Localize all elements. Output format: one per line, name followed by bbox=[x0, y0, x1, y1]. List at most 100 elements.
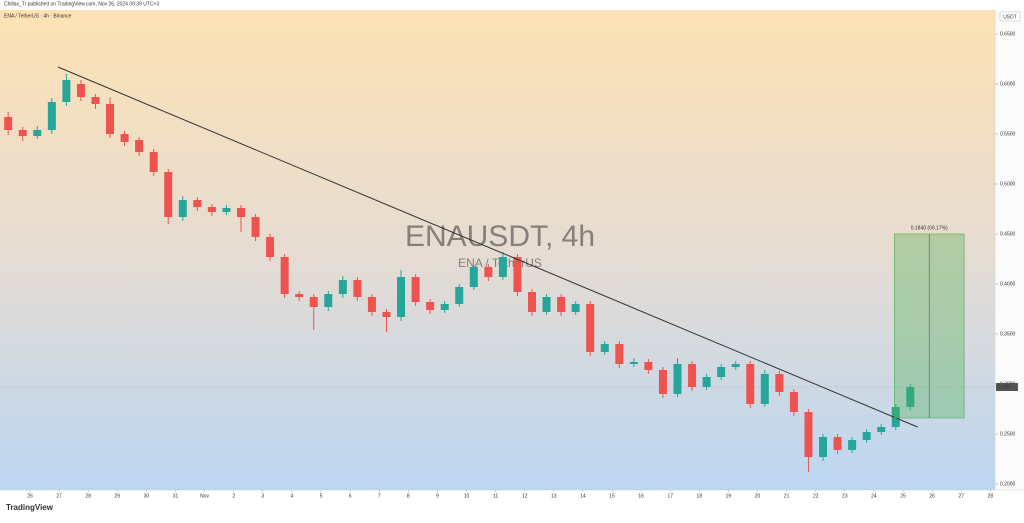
x-tick-label: 23 bbox=[842, 493, 848, 499]
y-tick-label: 0.4000 bbox=[1000, 281, 1016, 287]
y-tick-label: 0.4500 bbox=[1000, 231, 1016, 237]
candle-body bbox=[833, 437, 842, 450]
candle-body bbox=[527, 292, 537, 312]
x-tick-label: 16 bbox=[638, 493, 644, 499]
currency-box bbox=[999, 11, 1021, 22]
candle-body bbox=[280, 257, 289, 294]
candle-body bbox=[891, 407, 900, 427]
x-tick-label: 15 bbox=[609, 493, 615, 499]
y-tick-label: 0.2500 bbox=[1000, 431, 1016, 437]
candle-body bbox=[295, 294, 304, 297]
x-tick-label: 25 bbox=[900, 493, 906, 499]
x-tick-label: 27 bbox=[56, 493, 62, 499]
x-tick-label: 22 bbox=[813, 493, 819, 499]
trendline bbox=[57, 66, 918, 428]
y-tick-label: 0.5500 bbox=[1000, 131, 1016, 137]
candle-body bbox=[513, 257, 522, 292]
x-tick-label: 5 bbox=[320, 493, 323, 499]
candle-body bbox=[615, 344, 624, 364]
candle-body bbox=[397, 277, 406, 317]
candle-body bbox=[688, 364, 697, 387]
candle-body bbox=[33, 130, 42, 136]
x-tick-label: 10 bbox=[464, 493, 470, 499]
candle-body bbox=[571, 304, 580, 312]
candle-body bbox=[600, 344, 609, 352]
brand: TradingView bbox=[6, 503, 54, 512]
last-price-label: 0.297 bbox=[998, 384, 1011, 390]
symbol-info: ENA / TetherUS · 4h · Binance bbox=[4, 13, 72, 19]
candle-body bbox=[557, 297, 566, 312]
candle-body bbox=[440, 304, 449, 310]
x-tick-label: 28 bbox=[85, 493, 91, 499]
candle-body bbox=[367, 297, 376, 312]
x-tick-label: 21 bbox=[784, 493, 790, 499]
x-tick-label: Nov bbox=[200, 493, 209, 499]
candle-body bbox=[469, 267, 478, 287]
y-tick-label: 0.6000 bbox=[1000, 81, 1016, 87]
y-tick-label: 0.2000 bbox=[1000, 481, 1016, 487]
x-tick-label: 3 bbox=[261, 493, 264, 499]
candle-body bbox=[658, 370, 667, 394]
x-tick-label: 20 bbox=[755, 493, 761, 499]
x-tick-label: 24 bbox=[871, 493, 877, 499]
y-tick-label: 0.6500 bbox=[1000, 31, 1016, 37]
x-tick-label: 11 bbox=[493, 493, 498, 499]
candle-body bbox=[164, 172, 173, 217]
y-tick-label: 0.5000 bbox=[1000, 181, 1016, 187]
currency: USDT bbox=[1003, 14, 1017, 20]
target-zone-label: 0.1840 (69.17%) bbox=[911, 225, 948, 231]
y-tick-label: 0.3500 bbox=[1000, 331, 1016, 337]
candle-body bbox=[848, 440, 857, 450]
candle-body bbox=[338, 280, 347, 294]
candle-body bbox=[207, 207, 216, 212]
x-tick-label: 17 bbox=[667, 493, 673, 499]
x-tick-label: 28 bbox=[988, 493, 994, 499]
x-tick-label: 7 bbox=[378, 493, 381, 499]
candle-body bbox=[309, 297, 318, 307]
x-tick-label: 12 bbox=[522, 493, 528, 499]
candle-body bbox=[644, 362, 653, 370]
x-tick-label: 18 bbox=[697, 493, 703, 499]
candle-body bbox=[455, 287, 464, 304]
x-tick-label: 29 bbox=[115, 493, 121, 499]
candle-body bbox=[251, 217, 260, 237]
candle-body bbox=[106, 104, 115, 134]
plot-background bbox=[0, 10, 995, 490]
candle-body bbox=[426, 302, 435, 310]
publisher: Chillax_Tr published on TradingView.com,… bbox=[4, 1, 159, 7]
candle-body bbox=[498, 257, 507, 277]
x-tick-label: 2 bbox=[232, 493, 235, 499]
candle-body bbox=[47, 102, 56, 130]
x-tick-label: 13 bbox=[551, 493, 557, 499]
candle-body bbox=[804, 412, 813, 457]
candle-body bbox=[484, 267, 493, 277]
x-tick-label: 30 bbox=[144, 493, 150, 499]
x-tick-label: 19 bbox=[726, 493, 732, 499]
candle-body bbox=[760, 374, 769, 404]
candle-body bbox=[877, 427, 886, 432]
x-tick-label: 27 bbox=[958, 493, 964, 499]
x-tick-label: 6 bbox=[349, 493, 352, 499]
candle-body bbox=[324, 294, 333, 307]
x-tick-label: 31 bbox=[173, 493, 179, 499]
candle-body bbox=[673, 364, 682, 394]
candle-body bbox=[193, 200, 202, 207]
candle-body bbox=[382, 312, 391, 317]
last-price-tag bbox=[996, 383, 1018, 391]
candle-body bbox=[746, 364, 755, 404]
candle-body bbox=[629, 362, 638, 364]
candle-body bbox=[789, 392, 798, 412]
x-tick-label: 4 bbox=[291, 493, 294, 499]
candle-body bbox=[135, 140, 144, 152]
candle-body bbox=[178, 200, 187, 217]
candle-body bbox=[236, 208, 245, 217]
x-tick-label: 9 bbox=[436, 493, 439, 499]
candle-body bbox=[4, 117, 13, 130]
candle-body bbox=[411, 277, 420, 302]
candle-body bbox=[353, 280, 362, 297]
candle-body bbox=[717, 367, 726, 377]
candle-body bbox=[266, 237, 275, 257]
candle-body bbox=[542, 297, 551, 312]
x-tick-label: 26 bbox=[27, 493, 33, 499]
